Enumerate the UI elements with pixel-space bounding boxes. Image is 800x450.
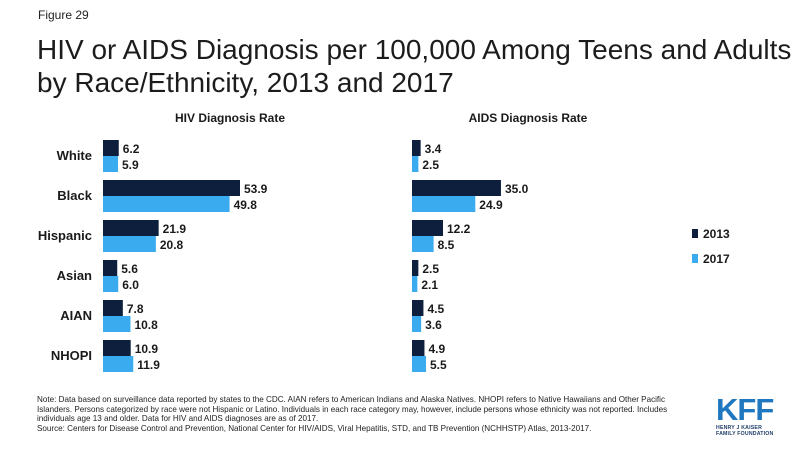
hiv-bar-2013-aian: [103, 300, 123, 316]
hiv-bar-2013-nhopi: [103, 340, 131, 356]
chart-title: HIV or AIDS Diagnosis per 100,000 Among …: [37, 34, 792, 98]
hiv-value-2017-black: 49.8: [234, 198, 258, 212]
category-label-white: White: [57, 148, 92, 163]
hiv-bar-2013-asian: [103, 260, 118, 276]
aids-bar-2017-nhopi: [412, 356, 426, 372]
aids-bar-2013-black: [412, 180, 501, 196]
hiv-value-2017-white: 5.9: [122, 158, 139, 172]
hiv-bar-2017-aian: [103, 316, 131, 332]
hiv-bar-2017-black: [103, 196, 230, 212]
aids-bar-2017-hispanic: [412, 236, 434, 252]
category-label-hispanic: Hispanic: [38, 228, 92, 243]
hiv-panel-title: HIV Diagnosis Rate: [175, 111, 285, 125]
aids-value-2017-black: 24.9: [479, 198, 503, 212]
hiv-value-2013-white: 6.2: [123, 142, 140, 156]
aids-bar-2017-black: [412, 196, 476, 212]
hiv-bar-2017-white: [103, 156, 118, 172]
category-label-asian: Asian: [57, 268, 92, 283]
hiv-value-2013-asian: 5.6: [121, 262, 138, 276]
hiv-value-2017-hispanic: 20.8: [160, 238, 184, 252]
hiv-value-2013-aian: 7.8: [127, 302, 144, 316]
source-text: Source: Centers for Disease Control and …: [37, 423, 592, 433]
aids-value-2017-asian: 2.1: [421, 278, 438, 292]
aids-bar-2013-asian: [412, 260, 419, 276]
hiv-bar-2017-asian: [103, 276, 119, 292]
hiv-bar-2013-hispanic: [103, 220, 159, 236]
legend-label-2013: 2013: [703, 227, 730, 241]
aids-bar-2013-aian: [412, 300, 424, 316]
aids-value-2017-aian: 3.6: [425, 318, 442, 332]
legend-label-2017: 2017: [703, 252, 730, 266]
chart-area: White Black Hispanic Asian AIAN NHOPI HIV Diag…: [38, 111, 730, 372]
aids-value-2017-nhopi: 5.5: [430, 358, 447, 372]
category-label-black: Black: [57, 188, 92, 203]
logo-mark: KFF: [716, 392, 774, 427]
category-label-aian: AIAN: [60, 308, 92, 323]
aids-bar-2013-nhopi: [412, 340, 425, 356]
hiv-value-2013-nhopi: 10.9: [135, 342, 159, 356]
hiv-bar-2017-hispanic: [103, 236, 156, 252]
aids-panel-title: AIDS Diagnosis Rate: [469, 111, 588, 125]
figure-label: Figure 29: [38, 8, 89, 22]
hiv-value-2017-asian: 6.0: [122, 278, 139, 292]
aids-value-2013-hispanic: 12.2: [447, 222, 471, 236]
hiv-bar-2013-black: [103, 180, 240, 196]
aids-bar-2013-white: [412, 140, 421, 156]
hiv-value-2017-aian: 10.8: [134, 318, 158, 332]
hiv-bar-2017-nhopi: [103, 356, 134, 372]
note-text: Note: Data based on surveillance data re…: [37, 395, 668, 424]
aids-value-2013-nhopi: 4.9: [428, 342, 445, 356]
aids-value-2013-aian: 4.5: [427, 302, 444, 316]
footnote: Note: Data based on surveillance data re…: [37, 395, 687, 433]
hiv-value-2013-hispanic: 21.9: [163, 222, 187, 236]
aids-bar-2013-hispanic: [412, 220, 444, 236]
legend-swatch-2013: [692, 229, 698, 238]
category-label-nhopi: NHOPI: [51, 348, 92, 363]
aids-value-2017-hispanic: 8.5: [438, 238, 455, 252]
hiv-value-2017-nhopi: 11.9: [137, 358, 160, 372]
aids-bar-2017-white: [412, 156, 419, 172]
aids-value-2017-white: 2.5: [422, 158, 439, 172]
hiv-bar-2013-white: [103, 140, 119, 156]
aids-bar-2017-asian: [412, 276, 418, 292]
legend-swatch-2017: [692, 254, 698, 263]
logo-subtitle: HENRY J KAISER FAMILY FOUNDATION: [716, 425, 774, 437]
kff-logo: KFF HENRY J KAISER FAMILY FOUNDATION: [716, 392, 776, 437]
hiv-value-2013-black: 53.9: [244, 182, 268, 196]
aids-value-2013-white: 3.4: [425, 142, 442, 156]
aids-value-2013-black: 35.0: [505, 182, 529, 196]
aids-value-2013-asian: 2.5: [422, 262, 439, 276]
aids-bar-2017-aian: [412, 316, 422, 332]
